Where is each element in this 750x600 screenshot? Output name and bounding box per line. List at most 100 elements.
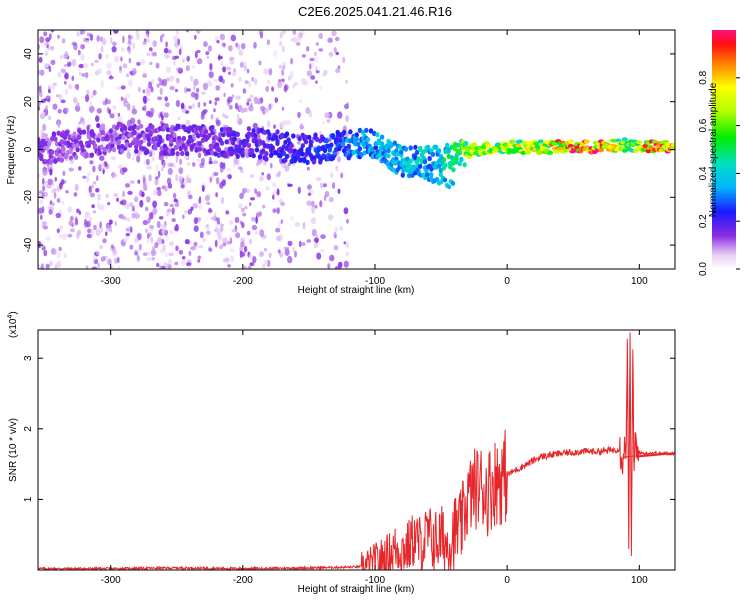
- heatmap-cell: [242, 88, 247, 94]
- heatmap-cell: [168, 252, 174, 256]
- heatmap-cell: [239, 193, 244, 200]
- heatmap-cell: [215, 192, 219, 198]
- heatmap-cell: [60, 178, 65, 185]
- heatmap-cell: [117, 256, 120, 264]
- heatmap-cell: [142, 182, 147, 186]
- heatmap-cell: [232, 71, 236, 77]
- heatmap-cell: [40, 112, 46, 116]
- heatmap-cell: [209, 176, 212, 183]
- heatmap-cell: [92, 89, 97, 96]
- heatmap-cell: [159, 87, 163, 95]
- heatmap-cell: [146, 196, 151, 203]
- heatmap-cell: [413, 144, 418, 150]
- heatmap-cell: [318, 86, 323, 90]
- heatmap-cell: [257, 211, 262, 217]
- heatmap-cell: [171, 207, 175, 215]
- heatmap-cell: [399, 145, 404, 151]
- heatmap-cell: [208, 100, 212, 104]
- heatmap-cell: [209, 63, 213, 71]
- heatmap-cell: [263, 68, 269, 75]
- heatmap-cell: [231, 228, 237, 233]
- heatmap-cell: [44, 63, 49, 68]
- heatmap-cell: [129, 226, 133, 233]
- heatmap-cell: [343, 260, 349, 268]
- heatmap-cell: [39, 36, 45, 44]
- heatmap-cell: [48, 260, 53, 267]
- heatmap-cell: [443, 162, 448, 168]
- heatmap-cell: [121, 47, 124, 53]
- heatmap-cell: [92, 210, 97, 214]
- heatmap-cell: [92, 165, 96, 173]
- heatmap-cell: [69, 158, 75, 165]
- heatmap-cell: [50, 59, 56, 65]
- heatmap-cell: [185, 88, 192, 92]
- heatmap-cell: [88, 105, 95, 113]
- heatmap-cell: [311, 206, 316, 214]
- heatmap-cell: [386, 153, 391, 159]
- heatmap-cell: [55, 263, 58, 267]
- heatmap-cell: [241, 222, 245, 229]
- heatmap-cell: [52, 103, 58, 110]
- heatmap-cell: [459, 156, 464, 162]
- heatmap-cell: [112, 249, 117, 257]
- heatmap-cell: [636, 140, 643, 145]
- heatmap-cell: [114, 257, 118, 264]
- heatmap-cell: [140, 59, 146, 65]
- heatmap-cell: [176, 124, 182, 130]
- heatmap-cell: [281, 69, 284, 76]
- heatmap-cell: [315, 80, 318, 84]
- heatmap-cell: [86, 176, 90, 183]
- heatmap-cell: [289, 148, 294, 154]
- heatmap-cell: [224, 139, 229, 145]
- heatmap-cell: [153, 145, 158, 151]
- heatmap-cell: [244, 80, 249, 85]
- heatmap-cell: [92, 181, 97, 185]
- heatmap-cell: [337, 111, 343, 119]
- heatmap-cell: [457, 148, 462, 154]
- heatmap-cell: [294, 82, 298, 86]
- heatmap-cell: [229, 104, 233, 110]
- heatmap-cell: [176, 78, 180, 84]
- heatmap-cell: [238, 49, 244, 56]
- heatmap-cell: [164, 252, 170, 258]
- heatmap-cell: [322, 183, 327, 188]
- heatmap-cell: [156, 221, 161, 229]
- heatmap-cell: [278, 79, 282, 83]
- heatmap-cell: [309, 63, 312, 70]
- heatmap-cell: [354, 136, 359, 142]
- heatmap-cell: [227, 96, 233, 103]
- colorbar-tick-label: 0.6: [698, 118, 709, 132]
- heatmap-cell: [310, 217, 317, 225]
- heatmap-cell: [97, 262, 100, 269]
- x-tick-label: -100: [365, 575, 385, 586]
- heatmap-cell: [230, 34, 237, 42]
- heatmap-cell: [150, 86, 154, 93]
- heatmap-cell: [137, 179, 141, 184]
- heatmap-cell: [181, 258, 186, 267]
- heatmap-cell: [57, 121, 61, 129]
- heatmap-cell: [332, 182, 336, 189]
- heatmap-cell: [135, 30, 140, 36]
- heatmap-cell: [179, 158, 183, 165]
- heatmap-cell: [307, 134, 312, 140]
- heatmap-cell: [197, 255, 201, 260]
- heatmap-cell: [213, 108, 216, 113]
- heatmap-cell: [227, 174, 232, 180]
- heatmap-cell: [161, 239, 165, 245]
- heatmap-cell: [392, 140, 397, 146]
- heatmap-cell: [170, 147, 175, 154]
- heatmap-cell: [425, 144, 431, 150]
- heatmap-cell: [205, 224, 209, 228]
- heatmap-cell: [54, 266, 58, 269]
- heatmap-cell: [162, 244, 166, 252]
- heatmap-cell: [167, 148, 172, 154]
- heatmap-cell: [454, 156, 459, 162]
- heatmap-cell: [219, 33, 226, 41]
- heatmap-cell: [43, 31, 48, 37]
- heatmap-cell: [283, 119, 287, 126]
- heatmap-cell: [99, 144, 104, 150]
- bottom-x-axis-label: Height of straight line (km): [298, 584, 415, 595]
- heatmap-cell: [128, 202, 134, 208]
- heatmap-cell: [151, 78, 155, 85]
- heatmap-cell: [309, 110, 312, 118]
